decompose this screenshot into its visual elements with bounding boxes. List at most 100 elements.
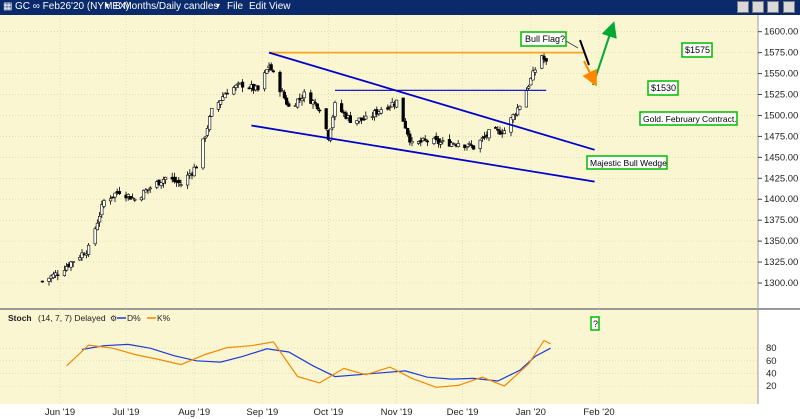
candle-body — [434, 135, 438, 140]
candle-body — [87, 244, 91, 255]
candle-body — [408, 133, 412, 143]
candle-body — [53, 272, 58, 276]
date-tick-label: Aug '19 — [178, 407, 210, 418]
candle-body — [405, 127, 410, 135]
candle-body — [40, 280, 44, 283]
candle-body — [216, 102, 221, 110]
chart-area[interactable]: 1300.00 1325.00 1350.00 1375.00 1400.00 1425.… — [0, 15, 800, 419]
lower-wedge-line[interactable] — [251, 124, 595, 183]
candle-body — [131, 197, 135, 200]
price-tick-label: 1450.00 — [764, 152, 798, 163]
stoch-tick-label: 60 — [766, 356, 777, 367]
candle-body — [518, 105, 522, 110]
stoch-settings-icon[interactable]: ⚙ — [110, 314, 117, 323]
stoch-tick-label: 20 — [766, 381, 777, 392]
candle-body — [511, 114, 515, 121]
price-tick-label: 1600.00 — [764, 27, 798, 38]
candle-body — [172, 176, 177, 182]
candle-body — [333, 102, 337, 117]
svg-text:Bull Flag?: Bull Flag? — [525, 34, 565, 44]
candle-body — [146, 189, 150, 191]
candle-body — [164, 176, 168, 180]
maximize-button[interactable] — [752, 1, 764, 13]
candle-body — [102, 200, 106, 207]
candle-body — [225, 92, 229, 95]
candle-body — [531, 70, 535, 81]
svg-text:?: ? — [593, 319, 598, 329]
stoch-tick-label: 80 — [766, 343, 777, 354]
menu-view[interactable]: View — [269, 1, 291, 12]
price-tick-label: 1500.00 — [764, 110, 798, 121]
stoch-d-line — [81, 343, 551, 382]
candle-body — [324, 108, 328, 130]
menu-edit[interactable]: Edit — [249, 1, 267, 12]
candle-body — [452, 143, 456, 145]
date-tick-label: Nov '19 — [381, 407, 413, 418]
candle-body — [280, 90, 284, 93]
candle-body — [47, 277, 51, 282]
candle-body — [361, 118, 366, 121]
candle-body — [355, 120, 359, 124]
candle-body — [465, 146, 469, 148]
candle-body — [419, 140, 423, 143]
close-button[interactable] — [767, 1, 779, 13]
candle-body — [386, 107, 390, 110]
candle-body — [300, 98, 304, 101]
candle-body — [364, 115, 368, 120]
window-title: GC ∞ Feb26'20 (NYMEX) — [15, 1, 130, 12]
price-tick-label: 1325.00 — [764, 257, 798, 268]
timeframe-dropdown-icon[interactable]: ▾ — [216, 1, 221, 10]
candle-body — [78, 257, 82, 261]
candle-body — [262, 72, 267, 90]
candle-body — [482, 136, 487, 138]
candle-body — [203, 136, 207, 139]
candle-body — [148, 187, 152, 190]
candle-body — [71, 261, 75, 263]
minimize-button[interactable] — [737, 1, 749, 13]
stoch-tick-label: 40 — [766, 368, 777, 379]
candle-body — [186, 174, 190, 186]
candle-body — [223, 93, 227, 99]
stoch-k-line — [66, 339, 551, 388]
candle-body — [348, 115, 353, 123]
date-tick-label: Oct '19 — [313, 407, 343, 418]
candle-body — [498, 130, 502, 135]
annotation-1530: $1530 — [647, 80, 679, 96]
candle-body — [410, 141, 414, 144]
candle-body — [221, 96, 225, 101]
candle-body — [540, 55, 544, 69]
candle-body — [533, 69, 537, 73]
candle-body — [467, 142, 471, 145]
date-tick-label: Sep '19 — [246, 407, 278, 418]
candle-body — [401, 97, 405, 122]
candle-body — [526, 86, 531, 89]
candle-body — [205, 127, 210, 136]
upper-wedge-line[interactable] — [268, 51, 595, 151]
candle-body — [201, 138, 205, 169]
candle-body — [487, 129, 491, 139]
svg-text:$1575: $1575 — [685, 45, 710, 55]
detach-button[interactable] — [783, 1, 795, 13]
candle-body — [56, 274, 60, 277]
price-tick-label: 1400.00 — [764, 194, 798, 205]
price-axis: 1300.00 1325.00 1350.00 1375.00 1400.00 1425.… — [758, 27, 798, 289]
date-axis: Jun '19 Jul '19 Aug '19 Sep '19 Oct '19 Nov '… — [45, 407, 615, 418]
candle-body — [98, 215, 102, 223]
candle-body — [241, 81, 245, 88]
candle-body — [179, 184, 183, 186]
candle-body — [278, 71, 282, 93]
menu-file[interactable]: File — [227, 1, 244, 12]
price-tick-label: 1300.00 — [764, 278, 798, 289]
candle-body — [269, 64, 273, 71]
flag-pole — [579, 39, 590, 66]
stochastic-lines — [66, 339, 551, 388]
candle-body — [542, 55, 546, 60]
price-tick-label: 1350.00 — [764, 236, 798, 247]
candle-body — [159, 182, 163, 187]
date-tick-label: Jul '19 — [112, 407, 139, 418]
candle-body — [331, 116, 335, 128]
candle-body — [315, 103, 320, 110]
candle-body — [271, 70, 276, 73]
dropdown-arrow-icon[interactable]: ▾ — [105, 1, 110, 10]
